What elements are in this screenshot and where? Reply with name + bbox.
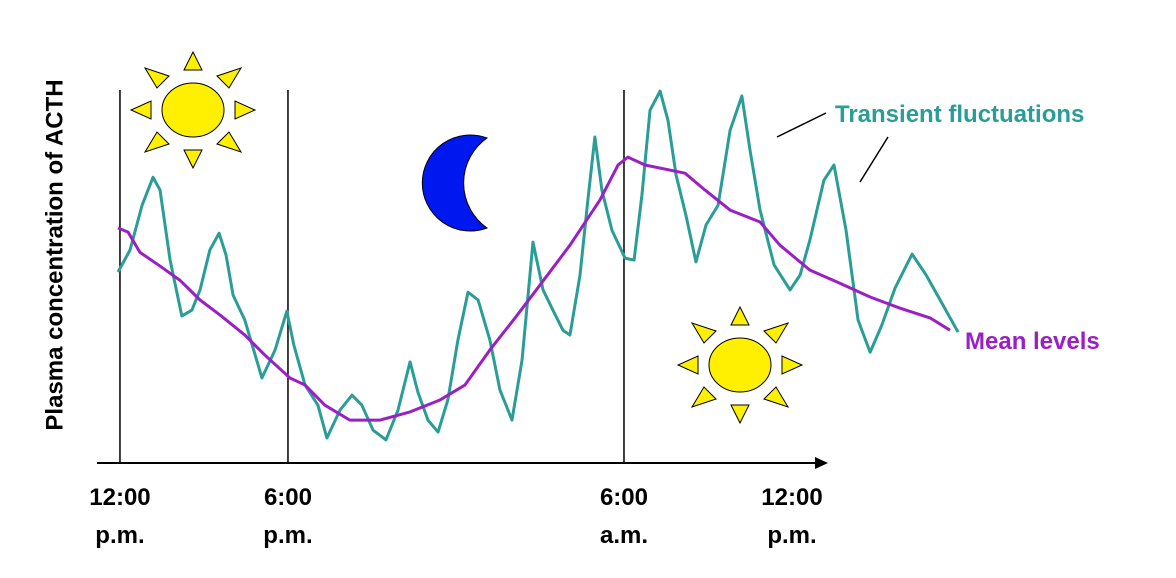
series-label: Transient fluctuations — [835, 101, 1084, 128]
pointer-line — [776, 112, 827, 138]
x-tick-label: 6:00 p.m. — [263, 484, 312, 549]
y-axis-label: Plasma concentration of ACTH — [41, 79, 68, 430]
pointer-line — [859, 136, 889, 183]
sun-icon — [130, 51, 256, 169]
series-line — [117, 155, 951, 422]
series-line — [116, 89, 960, 442]
x-axis-arrow — [815, 457, 828, 469]
moon-icon — [421, 134, 489, 232]
series-label: Mean levels — [965, 328, 1100, 355]
x-tick-label: 12:00 p.m. — [89, 484, 150, 549]
x-tick-label: 6:00 a.m. — [600, 484, 648, 549]
sun-icon — [677, 306, 803, 424]
x-tick-label: 12:00 p.m. — [761, 484, 822, 549]
